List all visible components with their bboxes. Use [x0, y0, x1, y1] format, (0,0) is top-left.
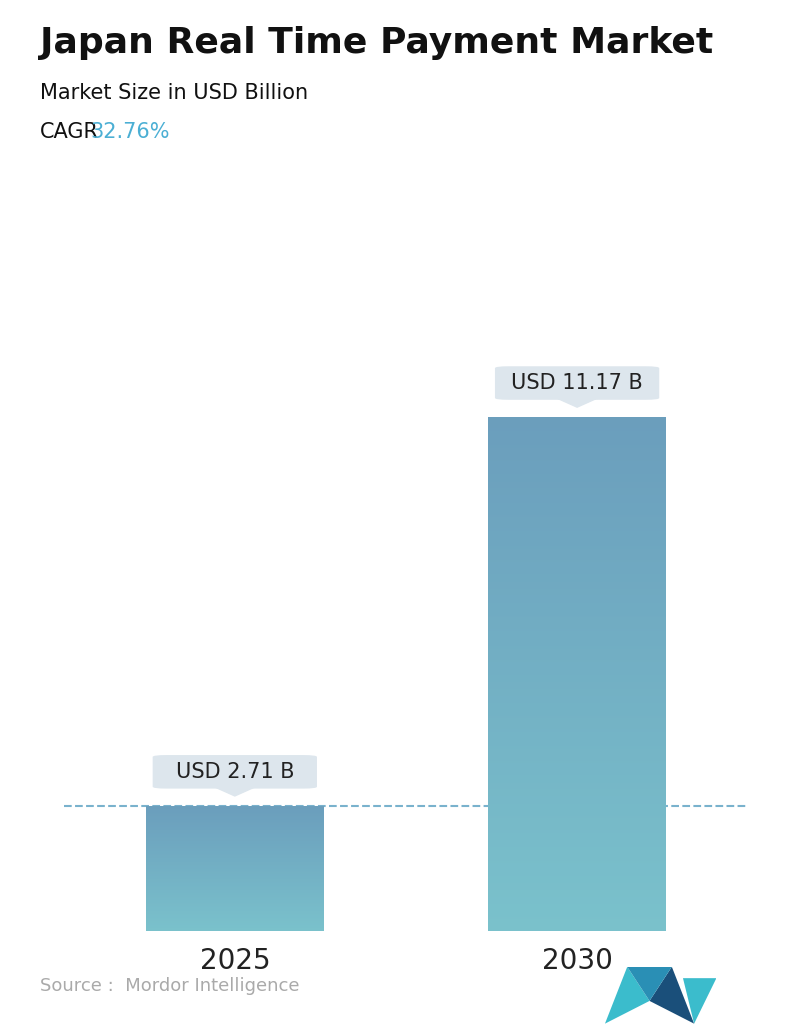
Polygon shape	[650, 967, 694, 1024]
Text: Japan Real Time Payment Market: Japan Real Time Payment Market	[40, 26, 713, 60]
FancyBboxPatch shape	[495, 366, 659, 400]
Text: USD 11.17 B: USD 11.17 B	[511, 373, 643, 393]
Text: 32.76%: 32.76%	[90, 122, 170, 142]
Polygon shape	[627, 967, 672, 1001]
Polygon shape	[605, 967, 650, 1024]
Text: CAGR: CAGR	[40, 122, 99, 142]
Text: USD 2.71 B: USD 2.71 B	[176, 762, 294, 782]
Polygon shape	[556, 398, 598, 407]
FancyBboxPatch shape	[153, 755, 317, 789]
Text: Market Size in USD Billion: Market Size in USD Billion	[40, 83, 308, 102]
Text: Source :  Mordor Intelligence: Source : Mordor Intelligence	[40, 977, 299, 995]
Polygon shape	[683, 978, 716, 1024]
Polygon shape	[214, 787, 256, 796]
